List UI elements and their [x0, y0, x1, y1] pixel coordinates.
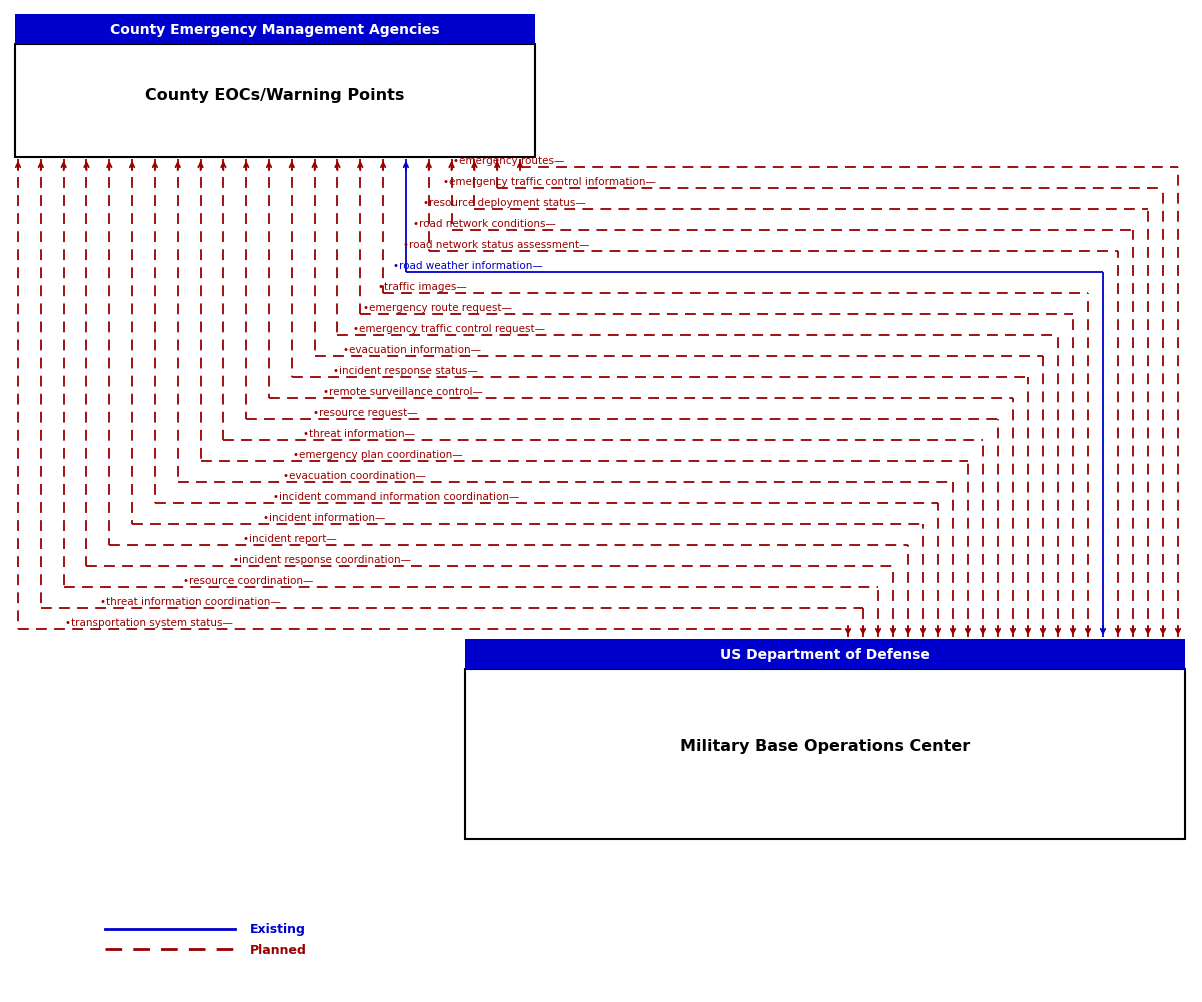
Text: •road weather information—: •road weather information— — [393, 261, 543, 271]
Bar — [465, 639, 1185, 669]
Text: •emergency traffic control request—: •emergency traffic control request— — [353, 324, 545, 334]
Text: •resource coordination—: •resource coordination— — [183, 575, 314, 585]
Text: •emergency plan coordination—: •emergency plan coordination— — [293, 450, 463, 460]
Text: •emergency traffic control information—: •emergency traffic control information— — [444, 176, 656, 186]
Text: •transportation system status—: •transportation system status— — [65, 617, 233, 627]
Text: •threat information coordination—: •threat information coordination— — [100, 596, 281, 606]
Text: •incident information—: •incident information— — [263, 512, 386, 522]
Text: •traffic images—: •traffic images— — [377, 282, 466, 292]
Text: •incident command information coordination—: •incident command information coordinati… — [273, 492, 519, 501]
Bar — [465, 669, 1185, 839]
Text: •incident response status—: •incident response status— — [333, 366, 477, 376]
Text: •evacuation information—: •evacuation information— — [343, 345, 481, 355]
Text: •road network conditions—: •road network conditions— — [413, 218, 555, 228]
Text: Military Base Operations Center: Military Base Operations Center — [680, 738, 970, 754]
Text: County Emergency Management Agencies: County Emergency Management Agencies — [111, 23, 440, 37]
Text: Existing: Existing — [250, 923, 305, 936]
Text: Planned: Planned — [250, 943, 307, 956]
Bar — [14, 15, 535, 45]
Text: •threat information—: •threat information— — [303, 429, 415, 439]
Text: •road network status assessment—: •road network status assessment— — [403, 239, 589, 249]
Text: •resource deployment status—: •resource deployment status— — [423, 197, 585, 207]
Text: •remote surveillance control—: •remote surveillance control— — [323, 387, 483, 397]
Text: •emergency route request—: •emergency route request— — [363, 303, 512, 313]
Text: •resource request—: •resource request— — [313, 408, 417, 418]
Text: US Department of Defense: US Department of Defense — [720, 647, 930, 661]
Text: •incident report—: •incident report— — [243, 533, 337, 543]
Text: County EOCs/Warning Points: County EOCs/Warning Points — [145, 88, 405, 103]
Text: •evacuation coordination—: •evacuation coordination— — [282, 471, 426, 481]
Text: •emergency routes—: •emergency routes— — [453, 156, 565, 166]
Bar — [14, 45, 535, 158]
Text: •incident response coordination—: •incident response coordination— — [233, 554, 411, 564]
